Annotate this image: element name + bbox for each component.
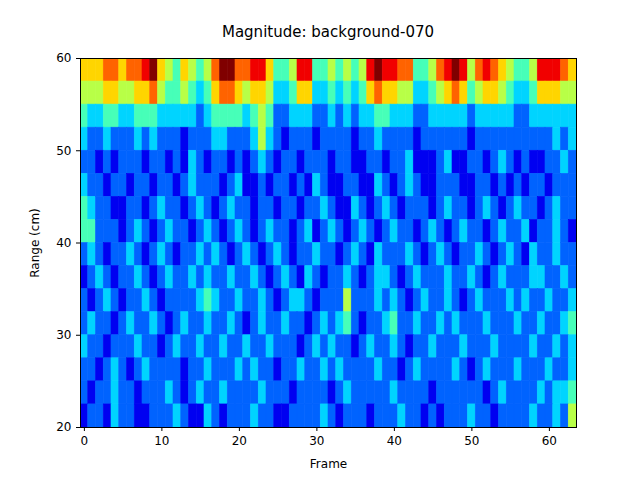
svg-text:Frame: Frame bbox=[310, 457, 347, 471]
svg-text:20: 20 bbox=[56, 420, 71, 434]
svg-text:40: 40 bbox=[387, 434, 402, 448]
svg-text:40: 40 bbox=[56, 236, 71, 250]
svg-text:30: 30 bbox=[309, 434, 324, 448]
svg-text:60: 60 bbox=[542, 434, 557, 448]
svg-text:30: 30 bbox=[56, 328, 71, 342]
html-text:Magnitude: background-070: Magnitude: background-070 bbox=[222, 23, 434, 41]
svg-text:20: 20 bbox=[232, 434, 247, 448]
svg-text:50: 50 bbox=[464, 434, 479, 448]
svg-text:60: 60 bbox=[56, 51, 71, 65]
svg-text:50: 50 bbox=[56, 144, 71, 158]
svg-text:0: 0 bbox=[81, 434, 89, 448]
svg-text:Range (cm): Range (cm) bbox=[28, 208, 42, 278]
svg-text:10: 10 bbox=[154, 434, 169, 448]
